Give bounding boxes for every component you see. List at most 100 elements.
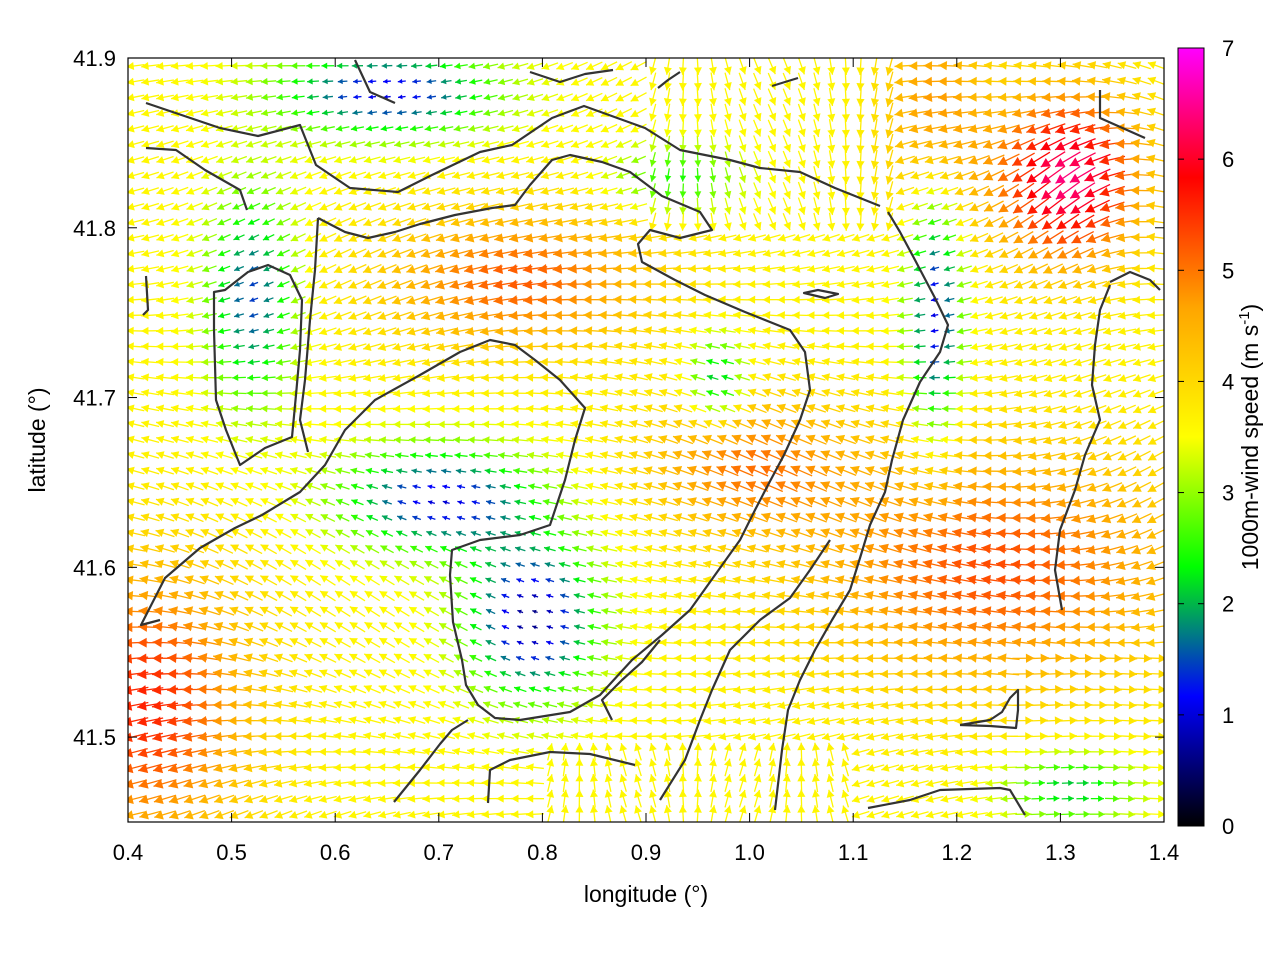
wind-arrow	[378, 685, 396, 694]
wind-arrow	[709, 789, 717, 808]
wind-arrow	[154, 810, 176, 820]
wind-arrow	[791, 669, 812, 679]
wind-arrow	[407, 794, 426, 803]
wind-arrow	[258, 779, 279, 788]
wind-arrow	[483, 685, 498, 693]
wind-arrow	[985, 795, 1003, 803]
wind-arrow	[422, 763, 441, 772]
wind-arrow	[273, 779, 293, 788]
wind-arrow	[1146, 685, 1164, 694]
wind-arrow	[183, 779, 206, 789]
wind-arrow	[738, 758, 747, 777]
wind-arrow	[393, 685, 411, 694]
wind-arrow	[792, 717, 811, 725]
wind-arrow	[243, 653, 264, 662]
x-tick-label: 1.4	[1149, 840, 1180, 865]
x-tick-label: 0.7	[424, 840, 455, 865]
wind-arrow	[925, 748, 944, 757]
wind-arrow	[590, 805, 598, 822]
wind-arrow	[213, 637, 236, 647]
wind-arrow	[985, 810, 1003, 819]
wind-arrow	[1104, 763, 1120, 772]
wind-arrow	[880, 685, 901, 694]
wind-arrow	[513, 686, 527, 693]
wind-arrow	[453, 669, 469, 678]
wind-arrow	[501, 640, 510, 646]
wind-arrow	[586, 670, 602, 678]
wind-arrow	[378, 716, 396, 724]
wind-arrow	[673, 716, 693, 725]
wind-arrow	[782, 805, 791, 822]
wind-arrow	[392, 747, 411, 756]
wind-arrow	[318, 763, 338, 772]
wind-arrow	[1000, 779, 1017, 787]
wind-arrow	[213, 779, 235, 789]
wind-arrow	[525, 810, 545, 819]
y-tick-label: 41.5	[73, 725, 116, 750]
wind-arrow	[792, 701, 811, 710]
wind-arrow	[558, 670, 571, 677]
wind-arrow	[482, 716, 499, 724]
wind-arrow	[659, 638, 678, 647]
wind-arrow	[1104, 810, 1121, 818]
wind-arrow	[273, 684, 294, 694]
wind-arrow	[333, 810, 352, 819]
wind-arrow	[866, 779, 885, 788]
wind-arrow	[806, 685, 826, 694]
y-axis-label: latitude (°)	[24, 387, 50, 492]
wind-arrow	[318, 810, 337, 819]
wind-arrow	[649, 742, 657, 761]
wind-arrow	[1061, 795, 1074, 802]
wind-arrow	[866, 732, 885, 741]
wind-arrow	[1015, 795, 1031, 803]
wind-arrow	[955, 810, 974, 819]
wind-arrow	[559, 640, 570, 646]
wind-arrow	[138, 779, 162, 789]
wind-arrow	[560, 758, 569, 777]
wind-arrow	[334, 637, 351, 648]
wind-arrow	[423, 653, 440, 663]
wind-arrow	[273, 669, 293, 678]
wind-arrow	[821, 701, 841, 710]
wind-arrow	[437, 700, 455, 709]
wind-arrow	[940, 779, 959, 788]
wind-arrow	[304, 669, 322, 678]
wind-arrow	[318, 685, 337, 694]
wind-arrow	[970, 810, 988, 819]
wind-arrow	[451, 763, 471, 772]
wind-arrow	[955, 779, 974, 788]
wind-arrow	[841, 789, 850, 808]
wind-arrow	[303, 732, 323, 741]
wind-arrow	[469, 654, 483, 662]
wind-arrow	[334, 653, 352, 664]
wind-arrow	[229, 794, 249, 804]
wind-arrow	[970, 795, 988, 803]
wind-arrow	[811, 773, 820, 793]
wind-arrow	[738, 742, 747, 761]
wind-arrow	[128, 779, 148, 789]
wind-arrow	[841, 774, 850, 792]
x-tick-label: 1.3	[1045, 840, 1076, 865]
wind-arrow	[939, 716, 960, 725]
wind-arrow	[422, 716, 441, 725]
wind-arrow	[128, 763, 148, 774]
wind-arrow	[377, 747, 397, 756]
wind-arrow	[560, 805, 569, 822]
wind-arrow	[139, 810, 162, 820]
wind-arrow	[438, 653, 454, 663]
wind-arrow	[841, 758, 850, 777]
wind-arrow	[452, 700, 470, 709]
wind-arrow	[663, 758, 672, 777]
wind-arrow	[1118, 748, 1136, 756]
colorbar-tick-label: 6	[1222, 147, 1234, 172]
wind-arrow	[560, 789, 569, 808]
wind-arrow	[168, 779, 192, 789]
colorbar-tick-label: 0	[1222, 814, 1234, 839]
wind-arrow	[452, 732, 470, 740]
wind-arrow	[333, 700, 352, 709]
wind-arrow	[910, 716, 930, 726]
x-tick-label: 1.2	[942, 840, 973, 865]
wind-arrow	[258, 669, 279, 678]
wind-arrow	[499, 670, 512, 677]
wind-arrow	[614, 685, 633, 694]
